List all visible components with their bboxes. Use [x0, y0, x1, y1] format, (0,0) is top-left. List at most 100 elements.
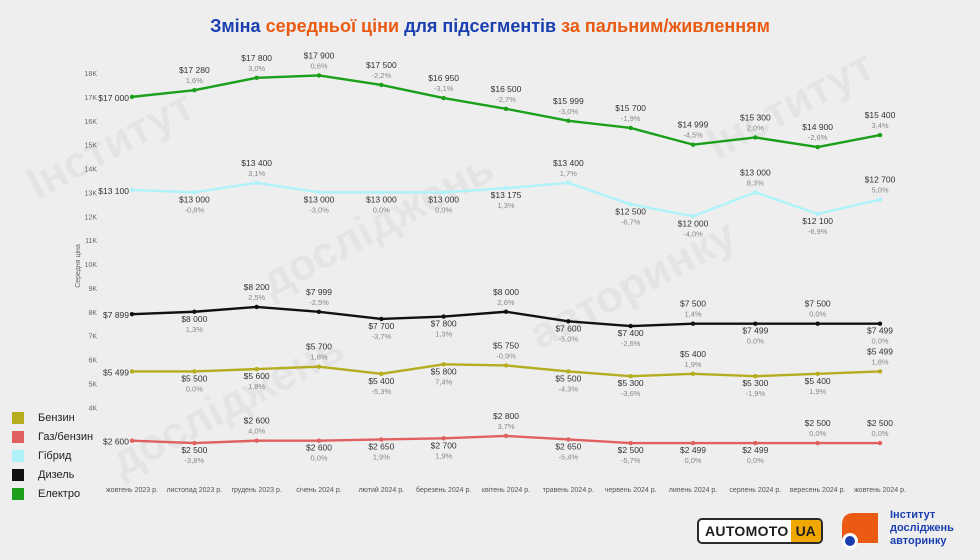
data-label: $17 000 [98, 93, 129, 103]
data-label: $5 700 [306, 342, 332, 352]
legend-swatch [12, 411, 24, 424]
legend-swatch [12, 468, 24, 481]
data-label: $13 100 [98, 186, 129, 196]
data-label: $5 300 [618, 378, 644, 388]
data-point [503, 363, 509, 368]
data-label: $5 400 [680, 349, 706, 359]
change-label: -4,0% [683, 229, 703, 238]
data-label: $7 499 [867, 326, 893, 336]
data-label: $7 700 [368, 321, 394, 331]
y-tick-label: 4K [88, 405, 97, 412]
data-label: $17 900 [304, 50, 335, 60]
x-tick-label: травень 2024 р. [543, 487, 594, 494]
data-label: $17 500 [366, 60, 397, 70]
data-point [441, 436, 446, 441]
change-label: -6,7% [621, 217, 641, 226]
legend-swatch [12, 449, 24, 462]
data-point [254, 438, 259, 443]
change-label: 0,0% [871, 429, 888, 438]
y-tick-label: 11K [85, 238, 97, 245]
data-label: $17 800 [241, 53, 272, 63]
data-label: $2 800 [493, 411, 519, 421]
data-label: $2 650 [555, 441, 581, 451]
data-label: $7 899 [103, 310, 129, 320]
change-label: -5,4% [559, 452, 579, 461]
data-label: $13 000 [304, 194, 335, 204]
data-point [316, 309, 322, 314]
data-point [379, 371, 384, 377]
change-label: -0,9% [496, 351, 516, 360]
y-axis-label: Середня ціна [74, 244, 82, 288]
change-label: 1,4% [684, 310, 701, 319]
change-label: -2,6% [621, 339, 641, 348]
data-point [753, 321, 758, 326]
institute-line-2: досліджень [890, 521, 954, 534]
data-label: $5 600 [244, 371, 270, 381]
data-point [815, 440, 820, 446]
data-point [379, 190, 384, 195]
x-tick-label: березень 2024 р. [416, 486, 471, 494]
change-label: -3,8% [185, 456, 205, 465]
data-label: $15 700 [615, 103, 646, 113]
legend-swatch [12, 430, 24, 443]
legend-item: Газ/бензин [12, 427, 93, 446]
data-point [379, 316, 384, 322]
data-label: $17 280 [179, 65, 210, 75]
data-label: $12 500 [615, 206, 646, 216]
legend-item: Бензин [12, 408, 93, 427]
data-point [192, 369, 197, 374]
data-label: $7 400 [618, 328, 644, 338]
change-label: 1,9% [809, 387, 826, 396]
y-tick-label: 15K [85, 143, 98, 150]
legend-label: Газ/бензин [38, 430, 94, 443]
data-label: $7 499 [742, 326, 768, 336]
data-point [815, 211, 820, 217]
change-label: 0,0% [435, 205, 452, 214]
change-label: -1,9% [746, 389, 766, 398]
data-point [877, 321, 883, 326]
change-label: 0,0% [747, 456, 764, 465]
data-point [441, 95, 446, 101]
change-label: 0,0% [684, 456, 701, 465]
change-label: -4,5% [683, 131, 703, 140]
institute-logo: Інститут досліджень авторинку [838, 504, 974, 552]
automoto-logo: AUTOMOTO UA [697, 518, 823, 544]
change-label: 0,0% [310, 454, 327, 463]
y-tick-label: 18K [85, 71, 98, 78]
data-label: $8 000 [181, 314, 207, 324]
change-label: 4,0% [248, 427, 265, 436]
data-label: $5 500 [555, 373, 581, 383]
change-label: 3,4% [871, 121, 888, 130]
data-point [566, 369, 571, 374]
change-label: -2,6% [808, 133, 828, 142]
x-tick-label: жовтень 2023 р. [106, 487, 158, 494]
institute-line-3: авторинку [890, 534, 947, 547]
data-label: $16 950 [428, 73, 459, 83]
x-tick-label: червень 2024 р. [605, 487, 657, 494]
change-label: -5,0% [559, 334, 579, 343]
x-tick-label: жовтень 2024 р. [854, 487, 906, 494]
data-point [254, 366, 259, 372]
change-label: -3,1% [434, 84, 454, 93]
data-point [192, 190, 197, 195]
data-label: $14 900 [802, 122, 833, 132]
x-tick-label: лютий 2024 р. [359, 486, 405, 494]
data-label: $12 000 [678, 218, 709, 228]
data-point [628, 202, 633, 207]
change-label: -3,0% [309, 205, 329, 214]
x-tick-label: січень 2024 р. [296, 486, 341, 494]
data-point [753, 135, 758, 140]
data-label: $15 999 [553, 96, 584, 106]
data-point [192, 440, 197, 446]
data-point [503, 185, 509, 191]
change-label: 0,6% [310, 61, 327, 70]
change-label: 0,0% [809, 310, 826, 319]
data-label: $2 600 [306, 443, 332, 453]
data-label: $2 499 [742, 445, 768, 455]
data-point [690, 371, 696, 377]
data-label: $13 400 [553, 158, 584, 168]
data-label: $7 800 [431, 319, 457, 329]
legend-label: Гібрид [38, 449, 72, 462]
change-label: -2,2% [372, 71, 392, 80]
change-label: 7,4% [435, 377, 452, 386]
